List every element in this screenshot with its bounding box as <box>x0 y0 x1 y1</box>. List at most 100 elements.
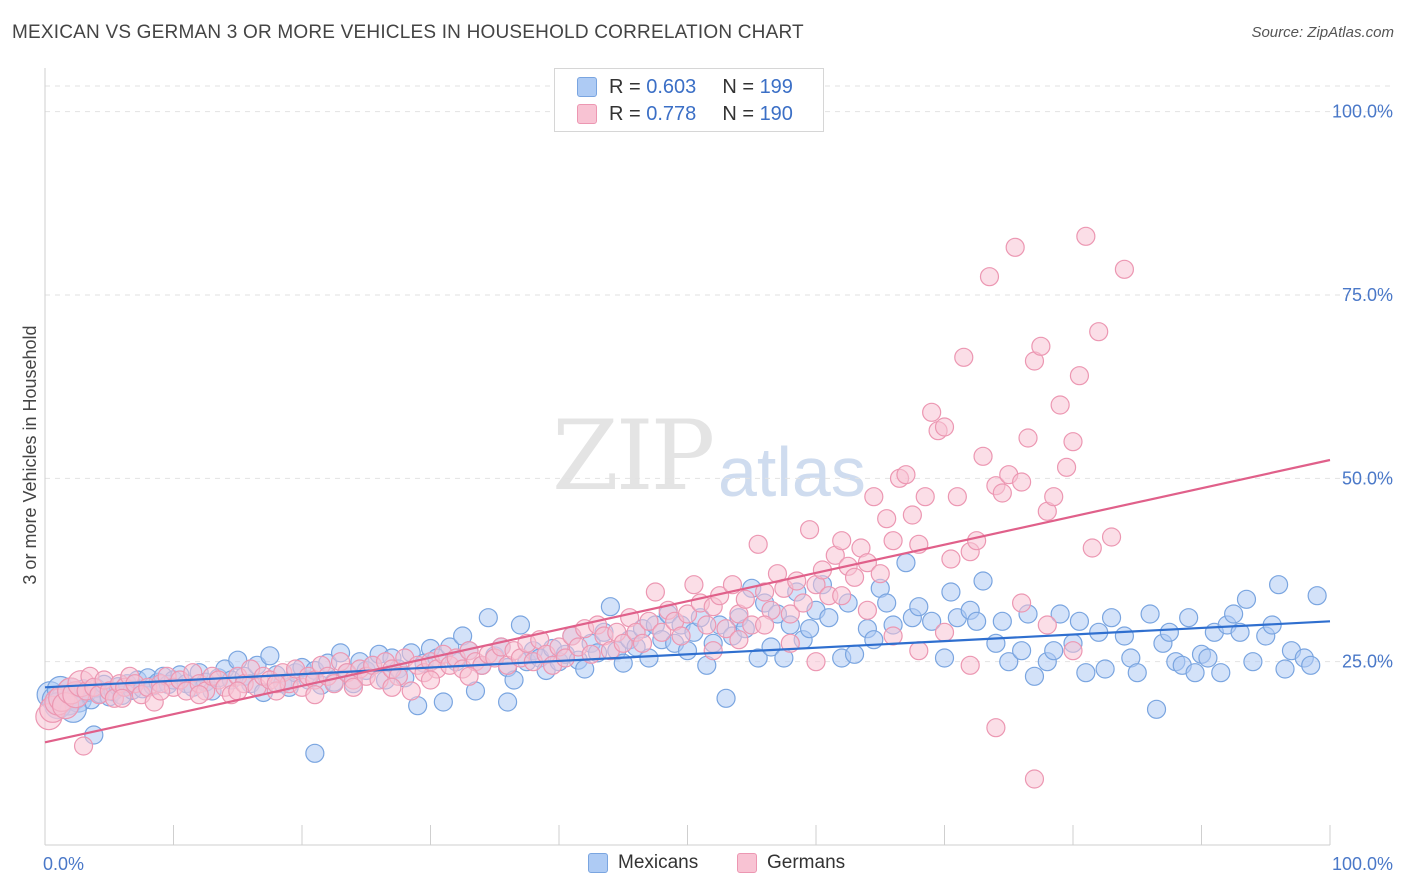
mexicans-point <box>1127 663 1147 683</box>
germans-point <box>967 531 987 551</box>
germans-point <box>947 487 967 507</box>
mexicans-point <box>260 646 280 666</box>
mexicans-point <box>1101 608 1122 628</box>
mexicans-point <box>1024 666 1045 686</box>
mexicans-point <box>1114 626 1135 646</box>
y-axis-label: 3 or more Vehicles in Household <box>20 325 40 584</box>
germans-point <box>799 520 820 540</box>
mexicans-legend-label: Mexicans <box>618 852 699 873</box>
mexicans-point <box>999 652 1019 672</box>
y-tick-label: 25.0% <box>1342 652 1393 672</box>
mexicans-point <box>478 608 498 628</box>
germans-point <box>652 622 672 642</box>
germans-point <box>112 688 132 708</box>
y-tick-label: 75.0% <box>1342 285 1393 305</box>
germans-point <box>857 600 878 620</box>
germans-point <box>883 531 903 551</box>
mexicans-point <box>1185 663 1205 683</box>
y-tick-label: 50.0% <box>1342 468 1393 488</box>
germans-point <box>703 641 723 661</box>
mexicans-point <box>305 743 325 763</box>
germans-point <box>992 483 1012 503</box>
germans-point <box>1063 641 1083 661</box>
germans-point <box>973 446 993 466</box>
y-tick-label: 100.0% <box>1332 102 1393 122</box>
mexicans-point <box>973 571 993 591</box>
germans-point <box>793 593 813 613</box>
mexicans-point <box>716 688 736 708</box>
mexicans-point <box>1159 622 1179 642</box>
x-tick-label: 100.0% <box>1332 854 1393 874</box>
mexicans-point <box>761 637 781 657</box>
grid-lines <box>45 85 1392 663</box>
germans-point <box>151 681 171 701</box>
germans-point <box>228 681 248 701</box>
mexicans-point <box>1140 604 1160 624</box>
germans-point <box>716 619 736 639</box>
germans-point <box>671 626 691 646</box>
germans-point <box>909 641 929 661</box>
legend-n-label: N = <box>722 75 760 98</box>
legend-r-value: 0.603 <box>646 75 697 98</box>
germans-point <box>979 267 1000 287</box>
mexicans-points <box>36 553 1327 763</box>
mexicans-point <box>1069 611 1090 631</box>
germans-point <box>1076 226 1096 246</box>
germans-point <box>902 505 922 525</box>
germans-point <box>934 622 955 642</box>
germans-point <box>986 718 1006 738</box>
mexicans-point <box>1095 659 1115 679</box>
germans-point <box>1005 237 1025 257</box>
mexicans-point <box>748 648 768 668</box>
mexicans-point <box>922 611 942 631</box>
chart-title: MEXICAN VS GERMAN 3 OR MORE VEHICLES IN … <box>12 22 804 43</box>
mexicans-point <box>909 597 929 617</box>
germans-point <box>189 685 209 705</box>
mexicans-point <box>1211 663 1231 683</box>
germans-legend-swatch <box>737 853 757 873</box>
mexicans-point <box>877 593 897 613</box>
germans-point <box>748 534 768 554</box>
germans-point <box>1050 395 1070 415</box>
mexicans-point <box>986 633 1006 653</box>
mexicans-legend-swatch <box>588 853 608 873</box>
germans-point <box>73 736 94 756</box>
germans-point <box>645 582 665 602</box>
mexicans-swatch <box>577 77 597 97</box>
axes <box>44 68 1331 846</box>
germans-point <box>697 615 717 635</box>
legend-r-label: R = <box>609 75 647 98</box>
legend-r-label: R = <box>609 102 647 125</box>
germans-point <box>864 487 884 507</box>
germans-point <box>305 685 325 705</box>
mexicans-point <box>1275 659 1295 679</box>
mexicans-point <box>1146 699 1167 719</box>
tick-labels: 25.0% 50.0% 75.0% 100.0% 0.0% 100.0% <box>43 102 1393 874</box>
mexicans-point <box>1230 622 1250 642</box>
germans-point <box>632 633 653 653</box>
germans-point <box>1063 432 1083 452</box>
germans-point <box>1044 487 1064 507</box>
germans-point <box>1114 259 1135 279</box>
mexicans-point <box>1224 604 1244 624</box>
legend-n-value: 199 <box>759 75 793 98</box>
mexicans-point <box>433 692 453 712</box>
germans-point <box>832 586 852 606</box>
germans-point <box>934 417 955 437</box>
mexicans-point <box>799 619 820 639</box>
mexicans-point <box>1050 604 1070 624</box>
germans-point <box>754 615 775 635</box>
mexicans-point <box>967 611 987 631</box>
germans-point <box>684 575 704 595</box>
trend-lines <box>44 458 1331 744</box>
mexicans-point <box>510 615 531 635</box>
bottom-legend-germans: Germans <box>737 852 845 874</box>
germans-point <box>883 626 903 646</box>
germans-point <box>922 402 942 422</box>
germans-point <box>832 531 852 551</box>
watermark-atlas: atlas <box>718 433 866 511</box>
legend-row-germans: R = 0.778 N = 190 <box>577 101 793 127</box>
germans-point <box>401 681 421 701</box>
germans-point <box>1089 322 1109 342</box>
